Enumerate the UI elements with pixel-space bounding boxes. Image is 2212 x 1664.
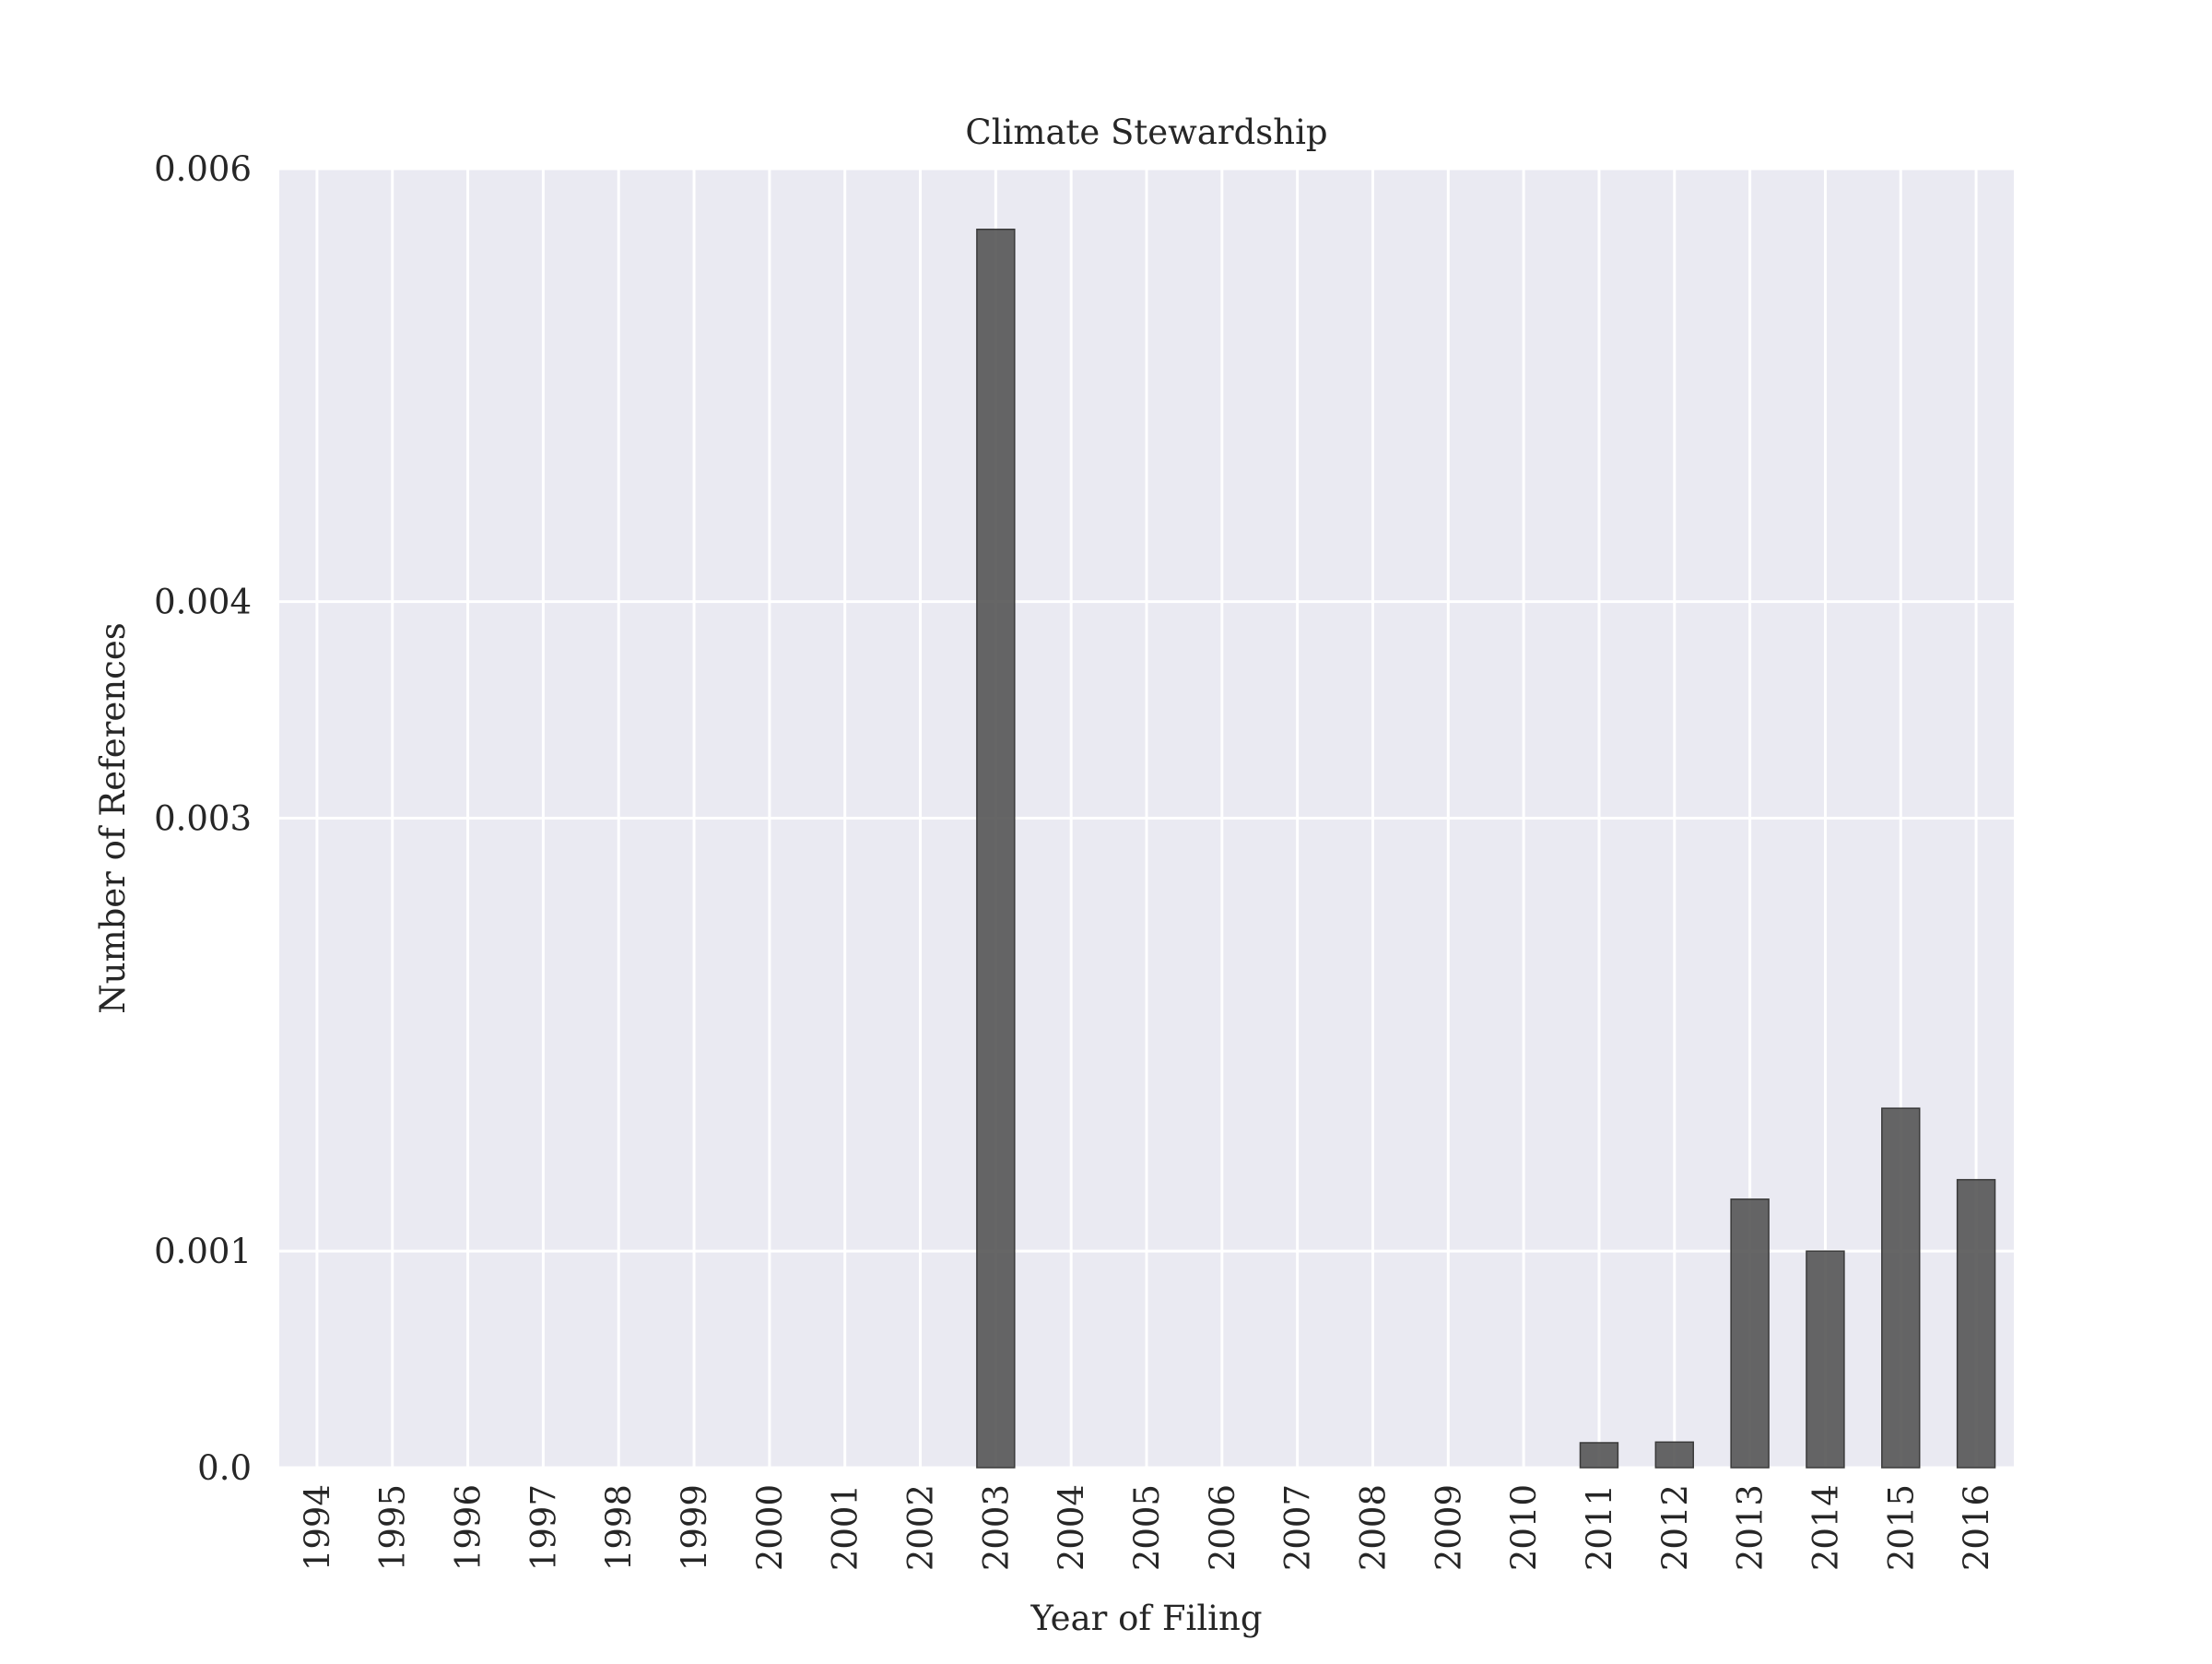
x-tick-labels: 1994 1995 1996 1997 1998 1999 2000 2001 2002 2003… <box>298 1484 1996 1571</box>
x-tick-label: 2006 <box>1203 1484 1242 1571</box>
x-tick-label: 2001 <box>826 1484 865 1571</box>
bar-2013 <box>1730 1198 1770 1469</box>
y-tick-label: 0.004 <box>154 583 252 622</box>
x-tick-label: 2003 <box>976 1484 1016 1571</box>
x-tick-label: 2004 <box>1052 1484 1091 1571</box>
x-tick-label: 2014 <box>1806 1484 1845 1571</box>
x-tick-label: 2005 <box>1127 1484 1167 1571</box>
x-tick-label: 2011 <box>1580 1484 1619 1571</box>
x-tick-label: 2002 <box>901 1484 941 1571</box>
x-tick-label: 2015 <box>1881 1484 1921 1571</box>
y-tick-label: 0.001 <box>154 1232 252 1271</box>
x-tick-label: 2009 <box>1429 1484 1468 1571</box>
y-tick-label: 0.0 <box>197 1448 252 1488</box>
x-tick-label: 1998 <box>599 1484 639 1571</box>
x-tick-label: 1997 <box>524 1484 563 1571</box>
x-tick-label: 1994 <box>298 1484 337 1571</box>
x-tick-label: 1995 <box>373 1484 413 1571</box>
x-tick-label: 1999 <box>675 1484 714 1571</box>
x-tick-label: 2012 <box>1655 1484 1695 1571</box>
y-axis-label: Number of References <box>93 622 133 1013</box>
y-tick-labels: 0.0 0.001 0.003 0.004 0.006 <box>154 149 252 1488</box>
y-tick-label: 0.006 <box>154 149 252 189</box>
x-tick-label: 2000 <box>750 1484 790 1571</box>
bars <box>976 229 1996 1469</box>
bar-2016 <box>1956 1178 1996 1469</box>
x-tick-label: 2010 <box>1504 1484 1544 1571</box>
bar-2015 <box>1881 1107 1921 1469</box>
x-tick-label: 2013 <box>1731 1484 1771 1571</box>
bar-2003 <box>976 229 1016 1469</box>
x-tick-label: 2008 <box>1353 1484 1393 1571</box>
x-axis-label: Year of Filing <box>1030 1599 1262 1638</box>
chart-title: Climate Stewardship <box>965 112 1327 152</box>
x-tick-label: 2016 <box>1957 1484 1996 1571</box>
bar-2011 <box>1579 1442 1619 1469</box>
x-tick-label: 1996 <box>449 1484 488 1571</box>
bar-2012 <box>1654 1441 1694 1469</box>
bar-2014 <box>1806 1250 1845 1469</box>
y-tick-label: 0.003 <box>154 799 252 839</box>
x-tick-label: 2007 <box>1278 1484 1318 1571</box>
